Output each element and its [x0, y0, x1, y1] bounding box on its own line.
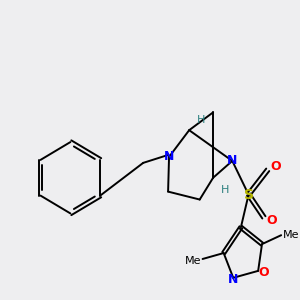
Text: N: N [228, 273, 238, 286]
Text: N: N [164, 150, 174, 164]
Text: H: H [196, 115, 205, 125]
Text: O: O [270, 160, 281, 173]
Text: S: S [244, 188, 254, 202]
Text: Me: Me [283, 230, 299, 240]
Text: N: N [227, 154, 238, 167]
Text: H: H [220, 184, 229, 195]
Text: O: O [266, 214, 277, 227]
Text: O: O [259, 266, 269, 279]
Text: Me: Me [185, 256, 201, 266]
